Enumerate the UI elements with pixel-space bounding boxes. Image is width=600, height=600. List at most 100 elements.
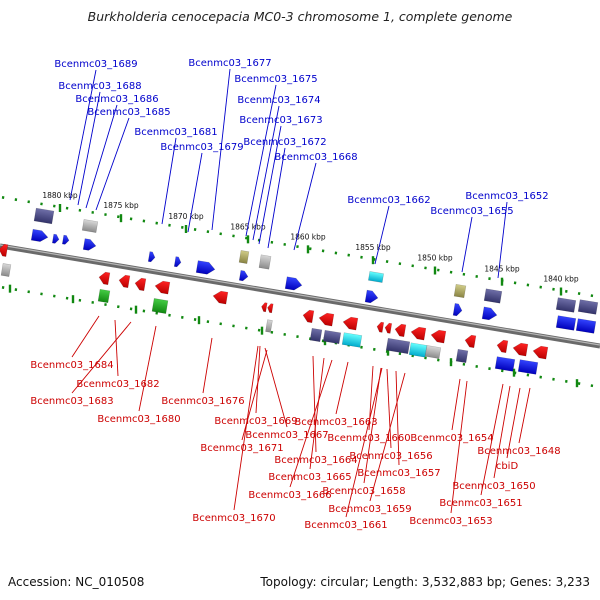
gene-shape	[0, 263, 12, 277]
reverse-gene	[394, 323, 407, 338]
ruler-tick-label: 1875 kbp	[103, 201, 139, 210]
reverse-gene-label: Bcenmc03_1680	[97, 414, 180, 425]
reverse-gene-label: Bcenmc03_1650	[452, 481, 535, 492]
reverse-gene-label: Bcenmc03_1667	[245, 430, 328, 441]
reverse-gene-label: Bcenmc03_1653	[409, 516, 492, 527]
forward-label-leader	[374, 205, 390, 265]
gene-shape	[98, 271, 111, 286]
forward-gene	[575, 318, 597, 334]
ruler-tick-label: 1870 kbp	[168, 212, 204, 221]
reverse-gene-label: Bcenmc03_1654	[410, 433, 493, 444]
gene-shape	[267, 303, 274, 314]
forward-gene	[238, 250, 250, 264]
gene-shape	[384, 322, 393, 334]
gene-shape	[309, 327, 323, 343]
gene-shape	[410, 326, 427, 341]
forward-gene-label: Bcenmc03_1677	[188, 58, 271, 69]
ruler-tick-label: 1845 kbp	[484, 265, 520, 274]
forward-gene	[147, 251, 156, 263]
reverse-label-leader	[480, 383, 504, 496]
reverse-gene-label: Bcenmc03_1663	[294, 417, 377, 428]
reverse-gene	[154, 280, 171, 295]
forward-label-leader	[161, 137, 177, 225]
forward-gene	[195, 260, 216, 275]
gene-shape	[62, 234, 70, 245]
forward-label-leader	[187, 152, 203, 233]
gene-shape	[265, 319, 273, 333]
gene-shape	[453, 283, 467, 299]
gene-shape	[318, 312, 335, 327]
forward-gene	[555, 297, 577, 313]
accession-text: Accession: NC_010508	[8, 575, 145, 589]
forward-label-leader	[267, 147, 286, 249]
reverse-gene-label: Bcenmc03_1665	[268, 472, 351, 483]
forward-gene	[364, 289, 379, 304]
forward-gene	[52, 233, 60, 244]
gene-shape	[33, 207, 55, 225]
forward-gene-label: Bcenmc03_1652	[465, 191, 548, 202]
forward-gene-label: Bcenmc03_1673	[239, 115, 322, 126]
gene-shape	[517, 359, 539, 375]
reverse-label-leader	[255, 345, 261, 414]
forward-gene	[284, 276, 303, 291]
forward-gene	[481, 306, 498, 321]
gene-shape	[494, 356, 516, 372]
reverse-gene	[342, 316, 359, 331]
map-title: Burkholderia cenocepacia MC0-3 chromosom…	[87, 9, 513, 24]
forward-gene	[173, 256, 182, 268]
reverse-gene-label: Bcenmc03_1666	[248, 490, 331, 501]
forward-gene	[555, 315, 577, 331]
reverse-gene-label: Bcenmc03_1657	[357, 468, 440, 479]
reverse-gene	[134, 277, 147, 292]
forward-label-leader	[497, 201, 508, 279]
forward-label-leader	[69, 69, 97, 201]
reverse-label-leader	[309, 357, 325, 470]
reverse-gene-label: Bcenmc03_1661	[304, 520, 387, 531]
reverse-gene	[118, 274, 131, 289]
gene-shape	[258, 254, 272, 270]
topology-text: Topology: circular; Length: 3,532,883 bp…	[260, 575, 590, 589]
reverse-gene-label: Bcenmc03_1659	[328, 504, 411, 515]
forward-label-leader	[211, 68, 231, 231]
gene-shape	[212, 290, 229, 305]
gene-shape	[134, 277, 147, 292]
reverse-label-leader	[518, 387, 531, 444]
gene-shape	[376, 321, 385, 333]
reverse-label-leader	[335, 361, 349, 415]
forward-gene-label: Bcenmc03_1662	[347, 195, 430, 206]
reverse-label-leader	[138, 325, 157, 412]
reverse-gene	[261, 302, 268, 313]
forward-gene	[0, 243, 9, 257]
reverse-gene	[97, 288, 111, 304]
forward-gene-label: Bcenmc03_1686	[75, 94, 158, 105]
forward-gene-label: Bcenmc03_1681	[134, 127, 217, 138]
gene-shape	[368, 271, 384, 283]
forward-gene	[82, 238, 97, 251]
gene-shape	[118, 274, 131, 289]
reverse-gene	[512, 342, 529, 357]
forward-label-leader	[85, 104, 118, 209]
gene-shape	[408, 342, 428, 358]
reverse-label-leader	[395, 370, 400, 466]
gene-shape	[284, 276, 303, 291]
forward-label-leader	[245, 84, 277, 237]
gene-shape	[341, 332, 363, 348]
forward-gene-label: Bcenmc03_1655	[430, 206, 513, 217]
forward-gene	[30, 228, 49, 242]
reverse-label-leader	[369, 372, 406, 502]
reverse-gene-label: Bcenmc03_1682	[76, 379, 159, 390]
gene-shape	[430, 329, 447, 344]
forward-gene-label: Bcenmc03_1675	[234, 74, 317, 85]
reverse-label-leader	[312, 355, 317, 453]
upper-ruler	[1, 196, 594, 298]
gene-shape	[154, 280, 171, 295]
forward-gene-label: Bcenmc03_1672	[243, 137, 326, 148]
gene-shape	[555, 315, 577, 331]
reverse-label-leader	[345, 367, 383, 518]
reverse-gene-label: Bcenmc03_1683	[30, 396, 113, 407]
gene-shape	[195, 260, 216, 275]
gene-shape	[452, 303, 463, 317]
reverse-label-leader	[289, 359, 333, 488]
gene-shape	[261, 302, 268, 313]
reverse-gene	[430, 329, 447, 344]
